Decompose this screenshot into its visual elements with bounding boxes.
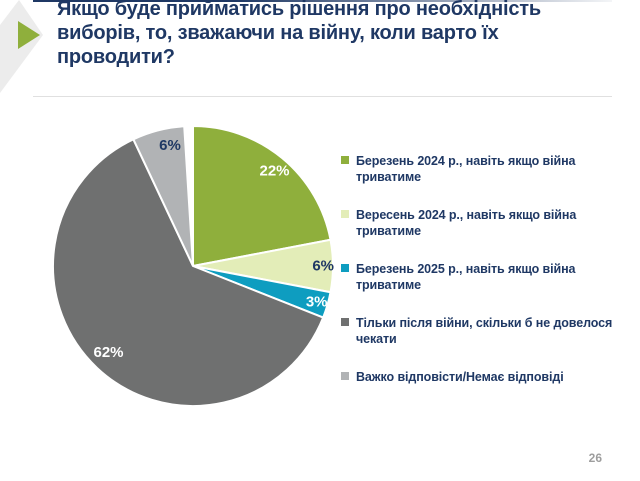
legend-item-label: Важко відповісти/Немає відповіді — [356, 370, 564, 384]
legend-swatch-icon — [341, 210, 349, 218]
legend-item-2: Березень 2025 р., навіть якщо війна трив… — [341, 261, 639, 293]
page-number: 26 — [588, 451, 602, 465]
pie-chart: 22% 6% 3% 62% 6% — [52, 124, 334, 407]
legend-item-label: Березень 2024 р., навіть якщо війна трив… — [356, 154, 576, 184]
slide-title: Якщо буде прийматись рішення про необхід… — [57, 0, 541, 68]
pie-slice-value-label: 6% — [312, 258, 334, 275]
legend-item-1: Вересень 2024 р., навіть якщо війна трив… — [341, 207, 639, 239]
legend-swatch-icon — [341, 372, 349, 380]
chart-legend: Березень 2024 р., навіть якщо війна трив… — [341, 153, 639, 407]
pie-slice-0 — [192, 124, 332, 268]
legend-item-3: Тільки після війни, скільки б не довелос… — [341, 315, 639, 347]
pie-slice-value-label: 62% — [93, 344, 123, 361]
legend-item-0: Березень 2024 р., навіть якщо війна трив… — [341, 153, 639, 185]
pie-slice-value-label: 3% — [306, 293, 328, 310]
legend-item-label: Березень 2025 р., навіть якщо війна трив… — [356, 262, 576, 292]
legend-swatch-icon — [341, 318, 349, 326]
pie-slice-value-label: 22% — [259, 163, 289, 180]
title-divider — [33, 96, 612, 97]
legend-swatch-icon — [341, 156, 349, 164]
legend-item-4: Важко відповісти/Немає відповіді — [341, 369, 639, 385]
corner-decoration — [0, 0, 43, 93]
pie-slice-3 — [52, 137, 325, 407]
legend-item-label: Тільки після війни, скільки б не довелос… — [356, 316, 613, 346]
pie-slice-value-label: 6% — [159, 137, 181, 154]
top-accent-line — [33, 0, 612, 2]
pie-slice-4 — [132, 125, 194, 267]
legend-item-label: Вересень 2024 р., навіть якщо війна трив… — [356, 208, 577, 238]
legend-swatch-icon — [341, 264, 349, 272]
green-arrow-icon — [18, 21, 40, 49]
